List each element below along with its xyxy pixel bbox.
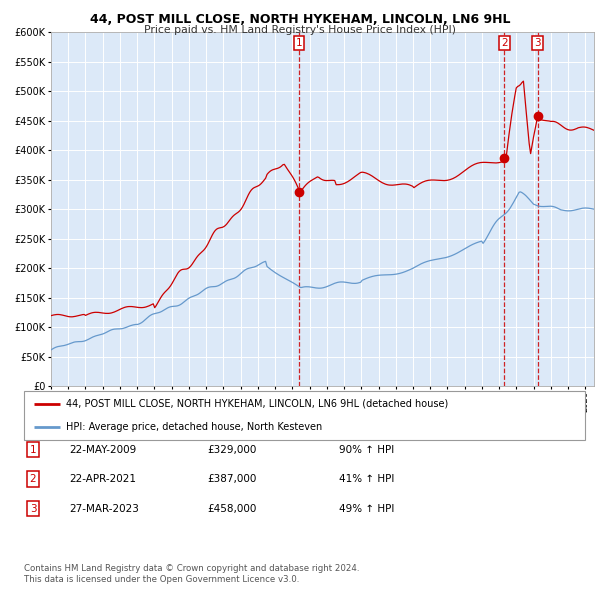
Text: £458,000: £458,000 [207, 504, 256, 513]
Text: 41% ↑ HPI: 41% ↑ HPI [339, 474, 394, 484]
Text: 44, POST MILL CLOSE, NORTH HYKEHAM, LINCOLN, LN6 9HL: 44, POST MILL CLOSE, NORTH HYKEHAM, LINC… [90, 13, 510, 26]
Text: £329,000: £329,000 [207, 445, 256, 454]
Text: £387,000: £387,000 [207, 474, 256, 484]
Text: 2: 2 [29, 474, 37, 484]
Text: 49% ↑ HPI: 49% ↑ HPI [339, 504, 394, 513]
Text: 1: 1 [296, 38, 302, 48]
Text: 2: 2 [501, 38, 508, 48]
Text: 27-MAR-2023: 27-MAR-2023 [69, 504, 139, 513]
Text: This data is licensed under the Open Government Licence v3.0.: This data is licensed under the Open Gov… [24, 575, 299, 584]
Text: 44, POST MILL CLOSE, NORTH HYKEHAM, LINCOLN, LN6 9HL (detached house): 44, POST MILL CLOSE, NORTH HYKEHAM, LINC… [66, 399, 448, 409]
Text: 1: 1 [29, 445, 37, 454]
Text: Price paid vs. HM Land Registry's House Price Index (HPI): Price paid vs. HM Land Registry's House … [144, 25, 456, 35]
Text: HPI: Average price, detached house, North Kesteven: HPI: Average price, detached house, Nort… [66, 422, 322, 432]
Text: 3: 3 [29, 504, 37, 513]
Text: 22-APR-2021: 22-APR-2021 [69, 474, 136, 484]
Text: 90% ↑ HPI: 90% ↑ HPI [339, 445, 394, 454]
Text: 3: 3 [535, 38, 541, 48]
FancyBboxPatch shape [24, 391, 585, 440]
Text: Contains HM Land Registry data © Crown copyright and database right 2024.: Contains HM Land Registry data © Crown c… [24, 565, 359, 573]
Text: 22-MAY-2009: 22-MAY-2009 [69, 445, 136, 454]
